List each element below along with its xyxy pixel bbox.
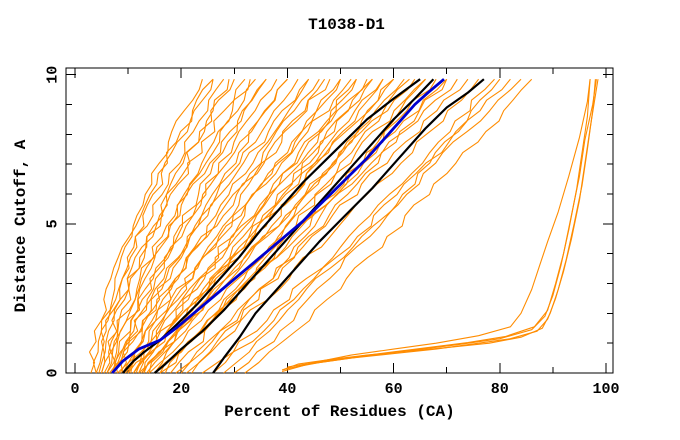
model-curve: [100, 78, 267, 374]
outlier-model-curve: [287, 79, 591, 370]
model-curve: [244, 78, 533, 374]
model-curve: [111, 78, 331, 374]
model-curve: [143, 78, 416, 374]
model-curve: [132, 78, 310, 374]
outlier-model-curve: [287, 79, 597, 368]
model-curve: [119, 78, 299, 374]
model-curve: [212, 78, 511, 374]
model-curve: [120, 78, 267, 374]
model-curve: [202, 78, 495, 374]
model-curve: [233, 78, 501, 374]
model-curve: [89, 78, 214, 374]
y-tick-label: 10: [45, 66, 62, 84]
model-curve: [132, 78, 394, 374]
model-curve: [154, 78, 373, 374]
model-curve: [114, 79, 251, 374]
selected-model-curve: [111, 78, 445, 374]
model-curve: [103, 78, 235, 374]
model-curve: [127, 78, 384, 374]
model-curve: [180, 78, 426, 374]
outlier-model-curve: [281, 79, 591, 371]
x-tick-label: 60: [385, 381, 403, 398]
x-axis-title: Percent of Residues (CA): [224, 403, 455, 421]
highlighted-model-curve: [212, 78, 485, 374]
model-curve: [143, 79, 342, 374]
model-curve: [175, 78, 469, 374]
model-curve: [159, 78, 448, 374]
y-tick-label: 5: [45, 219, 62, 228]
chart-title: T1038-D1: [308, 16, 385, 34]
y-tick-label: 0: [45, 368, 62, 377]
model-curve: [146, 78, 384, 374]
x-tick-label: 40: [278, 381, 296, 398]
model-curve: [223, 78, 522, 374]
model-curve: [100, 79, 214, 374]
model-curve: [117, 78, 352, 374]
x-tick-label: 20: [172, 381, 190, 398]
x-tick-label: 80: [491, 381, 509, 398]
model-curve: [110, 79, 230, 374]
model-curve: [92, 79, 203, 374]
x-tick-label: 0: [70, 381, 79, 398]
model-curve: [124, 78, 320, 374]
highlighted-model-curve: [153, 78, 435, 374]
model-curve: [191, 78, 448, 374]
model-curve: [138, 78, 326, 374]
model-curve: [148, 78, 426, 374]
model-curve: [106, 78, 256, 374]
model-curve: [98, 78, 246, 374]
model-curve: [186, 78, 480, 374]
model-curve: [127, 78, 288, 374]
highlighted-model-curve: [121, 78, 421, 374]
model-curve: [130, 78, 341, 374]
x-tick-label: 100: [592, 381, 619, 398]
plot-border: [65, 67, 614, 374]
